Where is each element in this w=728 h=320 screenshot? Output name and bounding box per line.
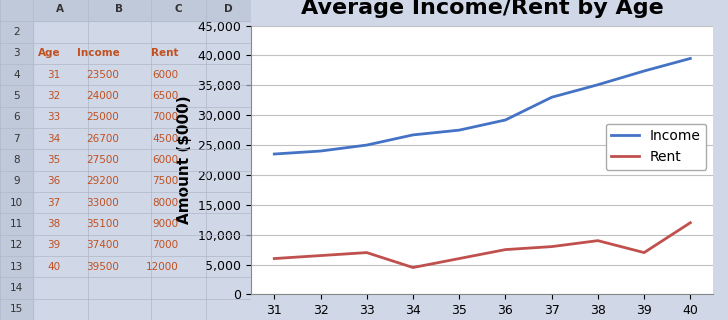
Income: [408, 133, 417, 137]
Income: [686, 57, 695, 60]
Text: 8: 8: [13, 155, 20, 165]
Text: 26700: 26700: [87, 134, 119, 144]
Text: 2: 2: [13, 27, 20, 37]
Text: 34: 34: [47, 134, 60, 144]
Text: C: C: [175, 4, 182, 13]
Text: 5: 5: [13, 91, 20, 101]
Text: A: A: [56, 4, 64, 13]
Text: 33000: 33000: [87, 198, 119, 208]
Income: [501, 118, 510, 122]
Text: 38: 38: [47, 219, 60, 229]
Income: [455, 128, 464, 132]
Income: [316, 149, 325, 153]
Text: 37: 37: [47, 198, 60, 208]
Text: 4: 4: [13, 70, 20, 80]
Text: 9000: 9000: [152, 219, 178, 229]
Text: 4500: 4500: [152, 134, 178, 144]
Text: 8000: 8000: [152, 198, 178, 208]
Income: [593, 83, 602, 87]
Text: 35100: 35100: [87, 219, 119, 229]
Text: 13: 13: [9, 262, 23, 272]
Text: 14: 14: [9, 283, 23, 293]
Bar: [0, 0, 251, 21]
Bar: [0, 0, 33, 320]
Text: 10: 10: [9, 198, 23, 208]
Text: Rent: Rent: [151, 48, 178, 58]
Rent: [501, 248, 510, 252]
Text: 7000: 7000: [152, 112, 178, 122]
Text: 35: 35: [47, 155, 60, 165]
Rent: [408, 266, 417, 269]
Text: 39: 39: [47, 240, 60, 250]
Text: 9: 9: [13, 176, 20, 186]
Text: 7: 7: [13, 134, 20, 144]
Text: 33: 33: [47, 112, 60, 122]
Rent: [455, 257, 464, 260]
Rent: [640, 251, 649, 254]
Rent: [316, 254, 325, 258]
Text: 25000: 25000: [87, 112, 119, 122]
Text: 36: 36: [47, 176, 60, 186]
Text: D: D: [224, 4, 233, 13]
Income: [640, 69, 649, 73]
Rent: [270, 257, 279, 260]
Text: 37400: 37400: [87, 240, 119, 250]
Title: Average Income/Rent by Age: Average Income/Rent by Age: [301, 0, 664, 19]
Legend: Income, Rent: Income, Rent: [606, 124, 706, 170]
Text: 32: 32: [47, 91, 60, 101]
Text: 11: 11: [9, 219, 23, 229]
Text: Income: Income: [76, 48, 119, 58]
Text: 23500: 23500: [87, 70, 119, 80]
Line: Income: Income: [274, 59, 690, 154]
Text: 39500: 39500: [87, 262, 119, 272]
Text: 12000: 12000: [146, 262, 178, 272]
Text: 40: 40: [47, 262, 60, 272]
Rent: [547, 245, 556, 249]
Y-axis label: Amount ($000): Amount ($000): [177, 96, 192, 224]
Line: Rent: Rent: [274, 223, 690, 268]
Income: [547, 95, 556, 99]
Text: 31: 31: [47, 70, 60, 80]
Text: 6500: 6500: [152, 91, 178, 101]
Text: 3: 3: [13, 48, 20, 58]
Text: 7000: 7000: [152, 240, 178, 250]
Text: Age: Age: [38, 48, 60, 58]
Text: 6000: 6000: [152, 155, 178, 165]
Text: 24000: 24000: [87, 91, 119, 101]
Text: B: B: [115, 4, 123, 13]
Text: 29200: 29200: [87, 176, 119, 186]
Rent: [593, 239, 602, 243]
Text: 15: 15: [9, 304, 23, 314]
Text: 7500: 7500: [152, 176, 178, 186]
Rent: [686, 221, 695, 225]
Text: 6000: 6000: [152, 70, 178, 80]
Rent: [363, 251, 371, 254]
Text: 27500: 27500: [87, 155, 119, 165]
Income: [270, 152, 279, 156]
Text: 6: 6: [13, 112, 20, 122]
Text: 12: 12: [9, 240, 23, 250]
Income: [363, 143, 371, 147]
